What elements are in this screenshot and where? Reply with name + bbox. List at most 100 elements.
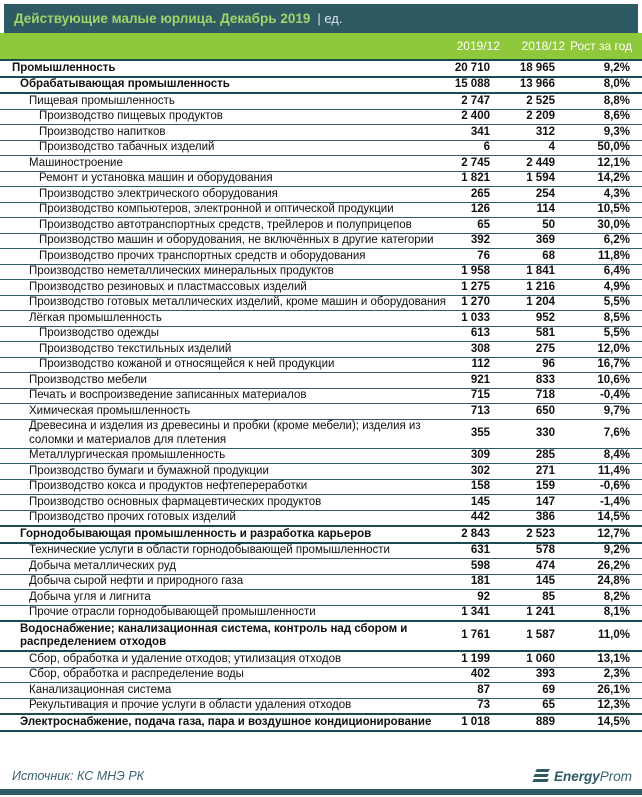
growth-value: 8,4%: [565, 447, 642, 464]
logo-text-energy: Energy: [553, 768, 600, 784]
value-2018: 69: [500, 682, 565, 698]
value-2018: 147: [500, 494, 565, 510]
value-2018: 1 060: [500, 650, 565, 667]
value-2019: 713: [452, 403, 500, 419]
growth-value: 12,0%: [565, 341, 642, 357]
growth-value: 4,3%: [565, 186, 642, 202]
value-2018: 369: [500, 232, 565, 249]
value-2019: 355: [452, 418, 500, 448]
value-2019: 15 088: [452, 75, 500, 94]
value-2019: 6: [452, 139, 500, 156]
row-label: Ремонт и установка машин и оборудования: [0, 170, 452, 187]
value-2019: 1 958: [452, 263, 500, 280]
growth-value: 14,5%: [565, 713, 642, 732]
growth-value: 2,3%: [565, 666, 642, 683]
row-label: Древесина и изделия из древесины и пробк…: [0, 418, 452, 448]
growth-value: 26,1%: [565, 682, 642, 698]
row-label: Технические услуги в области горнодобыва…: [0, 542, 452, 559]
table-row: Горнодобывающая промышленность и разрабо…: [0, 525, 642, 544]
value-2019: 302: [452, 463, 500, 479]
row-label: Производство неметаллических минеральных…: [0, 263, 452, 280]
table-row: Сбор, обработка и удаление отходов; утил…: [0, 650, 642, 667]
value-2018: 145: [500, 573, 565, 590]
row-label: Производство кокса и продуктов нефтепере…: [0, 478, 452, 495]
growth-value: 8,5%: [565, 310, 642, 326]
row-label: Производство текстильных изделий: [0, 341, 452, 357]
growth-value: 13,1%: [565, 650, 642, 667]
row-label: Металлургическая промышленность: [0, 447, 452, 464]
energyprom-logo: EnergyProm: [532, 768, 632, 784]
unit-label: | ед.: [317, 11, 343, 26]
value-2018: 271: [500, 463, 565, 479]
value-2018: 18 965: [500, 59, 565, 78]
value-2018: 50: [500, 217, 565, 233]
row-label: Печать и воспроизведение записанных мате…: [0, 387, 452, 404]
value-2019: 181: [452, 573, 500, 590]
value-2018: 578: [500, 542, 565, 559]
row-label: Производство одежды: [0, 325, 452, 342]
row-label: Производство электрического оборудования: [0, 186, 452, 202]
value-2018: 285: [500, 447, 565, 464]
value-2018: 474: [500, 558, 565, 574]
table-row: Пищевая промышленность 2 747 2 525 8,8%: [0, 92, 642, 109]
growth-value: 8,6%: [565, 108, 642, 125]
growth-value: 9,2%: [565, 542, 642, 559]
value-2019: 2 400: [452, 108, 500, 125]
value-2019: 442: [452, 509, 500, 526]
value-2018: 68: [500, 248, 565, 264]
logo-text-prom: Prom: [599, 768, 632, 784]
energyprom-e-icon: [532, 769, 550, 784]
table-body: Промышленность 20 710 18 965 9,2% Обрабатыва…: [0, 59, 642, 732]
title-bar: Действующие малые юрлица. Декабрь 2019 |…: [4, 4, 638, 33]
value-2019: 20 710: [452, 59, 500, 78]
value-2019: 715: [452, 387, 500, 404]
table-row: Канализационная система 87 69 26,1%: [0, 682, 642, 698]
value-2019: 73: [452, 697, 500, 714]
row-label: Горнодобывающая промышленность и разрабо…: [0, 525, 452, 544]
value-2019: 631: [452, 542, 500, 559]
value-2018: 1 241: [500, 604, 565, 621]
value-2018: 2 209: [500, 108, 565, 125]
bottom-accent-bar: [0, 789, 642, 795]
value-2019: 1 199: [452, 650, 500, 667]
value-2018: 2 525: [500, 92, 565, 109]
row-label: Производство автотранспортных средств, т…: [0, 217, 452, 233]
row-label: Промышленность: [0, 59, 452, 78]
row-label: Производство прочих транспортных средств…: [0, 248, 452, 264]
table-row: Прочие отрасли горнодобывающей промышлен…: [0, 604, 642, 621]
row-label: Добыча металлических руд: [0, 558, 452, 574]
row-label: Производство готовых металлических издел…: [0, 294, 452, 311]
row-label: Пищевая промышленность: [0, 92, 452, 109]
value-2019: 1 270: [452, 294, 500, 311]
row-label: Производство кожаной и относящейся к ней…: [0, 356, 452, 373]
value-2019: 402: [452, 666, 500, 683]
value-2019: 92: [452, 589, 500, 605]
row-label: Производство резиновых и пластмассовых и…: [0, 279, 452, 295]
table-row: Технические услуги в области горнодобыва…: [0, 542, 642, 559]
table-row: Производство прочих транспортных средств…: [0, 248, 642, 264]
growth-value: 6,2%: [565, 232, 642, 249]
growth-value: 4,9%: [565, 279, 642, 295]
table-row: Производство прочих готовых изделий 442 38…: [0, 509, 642, 526]
table-row: Производство пищевых продуктов 2 400 2 209…: [0, 108, 642, 125]
table-row: Химическая промышленность 713 650 9,7%: [0, 403, 642, 419]
growth-value: 9,2%: [565, 59, 642, 78]
value-2018: 952: [500, 310, 565, 326]
growth-value: 9,7%: [565, 403, 642, 419]
table-row: Производство основных фармацевтических п…: [0, 494, 642, 510]
row-label: Прочие отрасли горнодобывающей промышлен…: [0, 604, 452, 621]
table-row: Лёгкая промышленность 1 033 952 8,5%: [0, 310, 642, 326]
value-2018: 393: [500, 666, 565, 683]
row-label: Водоснабжение; канализационная система, …: [0, 620, 452, 652]
table-row: Электроснабжение, подача газа, пара и во…: [0, 713, 642, 732]
value-2018: 13 966: [500, 75, 565, 94]
value-2019: 1 033: [452, 310, 500, 326]
growth-value: 24,8%: [565, 573, 642, 590]
value-2018: 1 216: [500, 279, 565, 295]
column-header-2019: 2019/12: [452, 33, 500, 60]
growth-value: 8,0%: [565, 75, 642, 94]
value-2018: 718: [500, 387, 565, 404]
value-2018: 889: [500, 713, 565, 732]
column-header-2018: 2018/12: [500, 33, 565, 60]
table-row: Добыча сырой нефти и природного газа 181 1…: [0, 573, 642, 590]
